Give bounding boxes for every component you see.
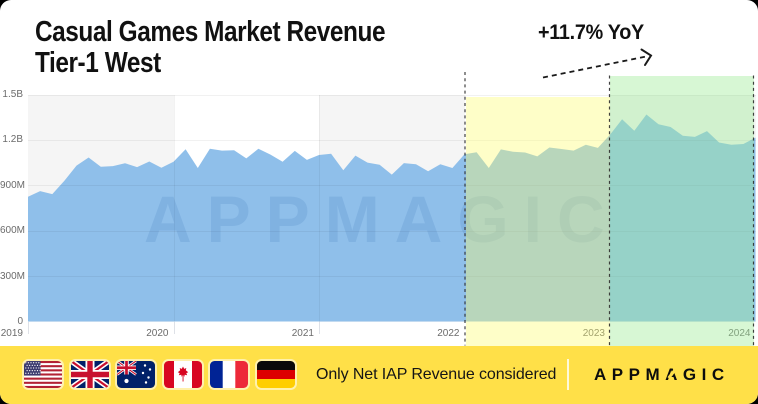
y-axis-label: 600M (0, 225, 26, 237)
x-axis-tick (319, 321, 320, 334)
y-axis-label: 0 (17, 316, 23, 327)
highlight-2023-green (610, 75, 754, 346)
footer-divider (567, 358, 569, 390)
flag-united-kingdom (70, 361, 109, 388)
x-axis-tick (28, 321, 29, 334)
logo-magic-a-icon: A (665, 364, 683, 384)
h-gridline (28, 139, 756, 141)
x-axis-label: 2022 (437, 327, 460, 339)
v-gridline (173, 94, 175, 322)
yoy-arrow-line (542, 55, 647, 79)
flag-united-states (24, 361, 62, 388)
chart-title: Casual Games Market Revenue Tier-1 West (35, 16, 386, 79)
flag-australia (117, 361, 156, 388)
h-gridline (28, 230, 756, 232)
highlight-2022-yellow (465, 96, 610, 346)
h-gridline (28, 276, 756, 278)
v-gridline (319, 94, 320, 322)
x-axis-label: 2020 (146, 327, 169, 339)
x-axis-label: 2021 (291, 327, 314, 339)
y-axis-label: 900M (0, 179, 26, 191)
y-axis-label: 1.2B (2, 134, 23, 146)
flag-germany (256, 361, 295, 388)
flag-france (210, 361, 249, 388)
yoy-annotation: +11.7% YoY (538, 20, 644, 44)
h-gridline (28, 94, 756, 96)
flag-canada (163, 361, 202, 388)
y-axis-label: 1.5B (2, 89, 23, 100)
h-gridline (28, 185, 756, 187)
x-axis-label: 2023 (582, 327, 605, 339)
x-axis-label: 2019 (0, 327, 23, 339)
revenue-area-polygon (28, 114, 756, 322)
footer-note: Only Net IAP Revenue considered (316, 365, 557, 383)
appmagic-watermark: APPMAGIC (144, 182, 620, 256)
yoy-arrowhead-icon (640, 48, 653, 66)
country-flags (24, 361, 295, 388)
x-axis-tick (173, 321, 175, 334)
x-axis-label: 2024 (728, 327, 751, 339)
y-axis-label: 300M (0, 270, 26, 282)
